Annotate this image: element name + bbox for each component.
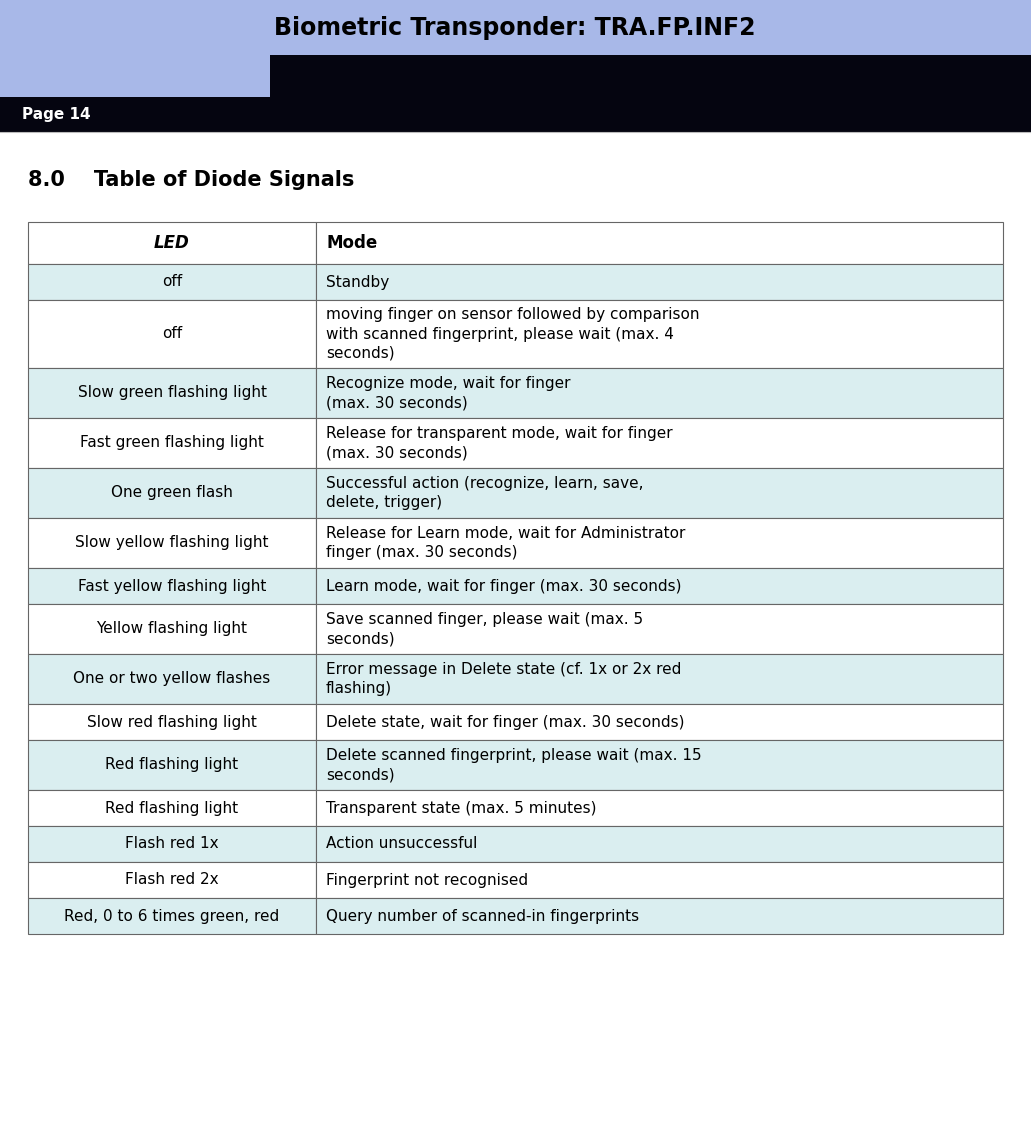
Text: Save scanned finger, please wait (max. 5
seconds): Save scanned finger, please wait (max. 5… [326, 612, 643, 646]
Bar [315, 568, 1003, 604]
Bar [28, 704, 315, 739]
Bar [315, 264, 1003, 300]
Bar [315, 826, 1003, 863]
Bar [315, 368, 1003, 418]
Bar [0, 97, 1031, 132]
Bar [315, 418, 1003, 469]
Bar [28, 826, 315, 863]
Bar [315, 898, 1003, 934]
Text: Standby: Standby [326, 274, 390, 289]
Text: moving finger on sensor followed by comparison
with scanned fingerprint, please : moving finger on sensor followed by comp… [326, 307, 699, 360]
Text: Delete state, wait for finger (max. 30 seconds): Delete state, wait for finger (max. 30 s… [326, 715, 685, 729]
Bar [28, 790, 315, 826]
Bar [0, 0, 1031, 55]
Bar [28, 898, 315, 934]
Text: Mode: Mode [326, 234, 377, 252]
Bar [315, 863, 1003, 898]
Bar [315, 222, 1003, 264]
Text: Slow green flashing light: Slow green flashing light [77, 385, 266, 401]
Bar [315, 654, 1003, 704]
Text: Delete scanned fingerprint, please wait (max. 15
seconds): Delete scanned fingerprint, please wait … [326, 747, 702, 782]
Text: Release for Learn mode, wait for Administrator
finger (max. 30 seconds): Release for Learn mode, wait for Adminis… [326, 526, 686, 560]
Text: Red flashing light: Red flashing light [105, 758, 238, 772]
Bar [315, 300, 1003, 368]
Text: Slow yellow flashing light: Slow yellow flashing light [75, 535, 269, 551]
Bar [315, 469, 1003, 518]
Text: One green flash: One green flash [111, 485, 233, 500]
Text: Page 14: Page 14 [22, 107, 91, 122]
Text: Flash red 2x: Flash red 2x [125, 873, 219, 887]
Bar [28, 518, 315, 568]
Bar [28, 222, 315, 264]
Text: off: off [162, 274, 182, 289]
Text: LED: LED [154, 234, 190, 252]
Bar [315, 518, 1003, 568]
Bar [315, 604, 1003, 654]
Text: Biometric Transponder: TRA.FP.INF2: Biometric Transponder: TRA.FP.INF2 [274, 16, 756, 40]
Text: Fast yellow flashing light: Fast yellow flashing light [77, 578, 266, 594]
Bar [28, 604, 315, 654]
Bar [315, 739, 1003, 790]
Text: Release for transparent mode, wait for finger
(max. 30 seconds): Release for transparent mode, wait for f… [326, 426, 672, 461]
Text: Recognize mode, wait for finger
(max. 30 seconds): Recognize mode, wait for finger (max. 30… [326, 376, 570, 410]
Text: Yellow flashing light: Yellow flashing light [97, 621, 247, 637]
Bar [270, 55, 1031, 97]
Text: One or two yellow flashes: One or two yellow flashes [73, 672, 270, 686]
Bar [315, 704, 1003, 739]
Text: 8.0    Table of Diode Signals: 8.0 Table of Diode Signals [28, 170, 355, 190]
Text: Slow red flashing light: Slow red flashing light [87, 715, 257, 729]
Text: Fingerprint not recognised: Fingerprint not recognised [326, 873, 528, 887]
Text: Action unsuccessful: Action unsuccessful [326, 837, 477, 851]
Bar [315, 790, 1003, 826]
Bar [28, 264, 315, 300]
Bar [28, 568, 315, 604]
Bar [28, 368, 315, 418]
Text: Successful action (recognize, learn, save,
delete, trigger): Successful action (recognize, learn, sav… [326, 476, 643, 510]
Bar [28, 739, 315, 790]
Bar [28, 654, 315, 704]
Text: Transparent state (max. 5 minutes): Transparent state (max. 5 minutes) [326, 800, 597, 815]
Bar [28, 300, 315, 368]
Bar [28, 418, 315, 469]
Bar [0, 55, 270, 97]
Text: Error message in Delete state (cf. 1x or 2x red
flashing): Error message in Delete state (cf. 1x or… [326, 662, 681, 697]
Text: Query number of scanned-in fingerprints: Query number of scanned-in fingerprints [326, 909, 639, 924]
Text: off: off [162, 326, 182, 341]
Bar [28, 469, 315, 518]
Text: Red flashing light: Red flashing light [105, 800, 238, 815]
Text: Red, 0 to 6 times green, red: Red, 0 to 6 times green, red [64, 909, 279, 924]
Text: Learn mode, wait for finger (max. 30 seconds): Learn mode, wait for finger (max. 30 sec… [326, 578, 681, 594]
Bar [28, 863, 315, 898]
Text: Flash red 1x: Flash red 1x [125, 837, 219, 851]
Text: Fast green flashing light: Fast green flashing light [80, 436, 264, 450]
